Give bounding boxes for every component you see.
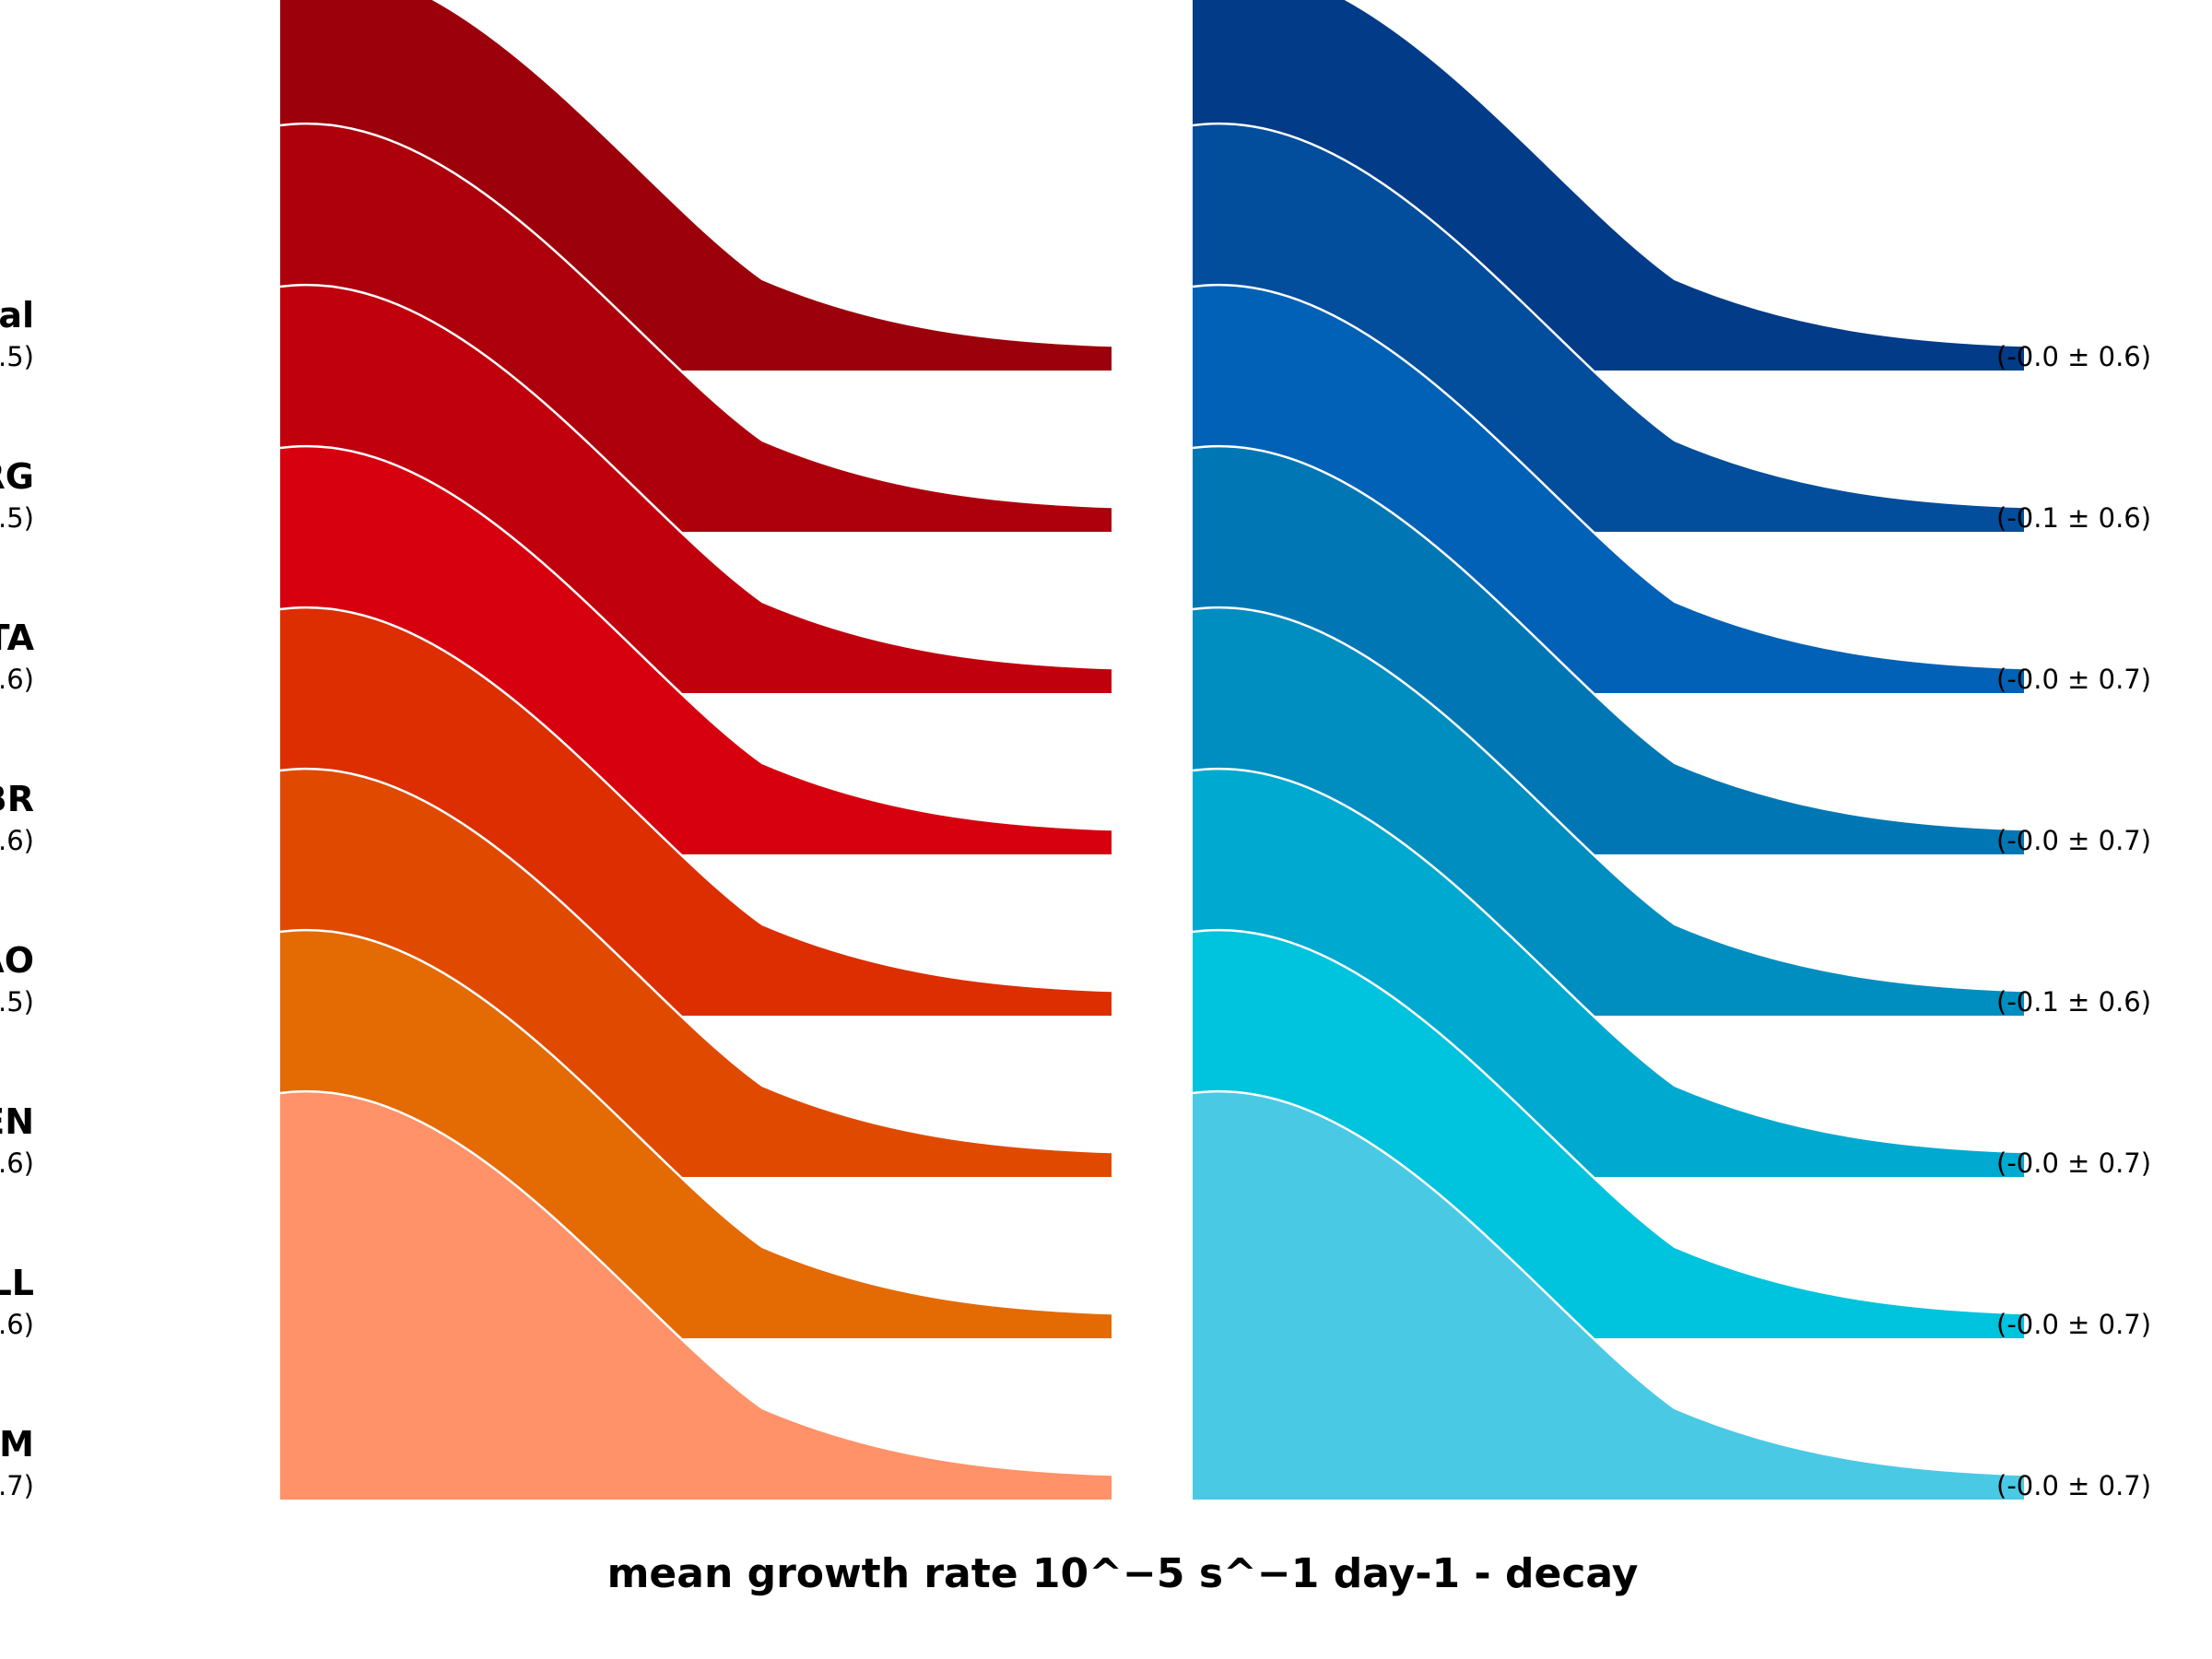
growth-stat-label-3: .6) xyxy=(0,825,34,856)
growth-ridge-edge-1 xyxy=(279,122,1112,509)
category-label-2: TA xyxy=(0,618,35,658)
decay-ridge-7 xyxy=(1193,1091,2024,1500)
growth-ridge-edge-0 xyxy=(431,0,1112,347)
growth-stat-label-4: .5) xyxy=(0,986,34,1018)
growth-ridge-edge-2 xyxy=(279,283,1112,670)
category-label-7: M xyxy=(0,1424,34,1465)
growth-ridge-edge-5 xyxy=(279,767,1112,1154)
decay-stat-label-5: (-0.0 ± 0.7) xyxy=(1996,1147,2151,1179)
growth-stat-label-2: .6) xyxy=(0,664,34,695)
growth-stat-label-5: .6) xyxy=(0,1147,34,1179)
x-axis-label: mean growth rate 10^−5 s^−1 day-1 - deca… xyxy=(607,1550,1639,1597)
growth-ridge-edge-6 xyxy=(279,928,1112,1315)
category-label-4: AO xyxy=(0,940,34,981)
growth-stat-label-1: .5) xyxy=(0,502,34,534)
decay-ridge-edge-1 xyxy=(1192,122,2025,509)
decay-ridge-edge-7 xyxy=(1192,1089,2025,1477)
category-label-0: al xyxy=(0,295,34,335)
category-label-1: RG xyxy=(0,456,34,497)
decay-stat-label-1: (-0.1 ± 0.6) xyxy=(1996,502,2151,534)
growth-ridge-7 xyxy=(280,1091,1112,1500)
decay-stat-label-4: (-0.1 ± 0.6) xyxy=(1996,986,2151,1018)
ridgeline-area xyxy=(279,0,2025,1500)
growth-ridge-edge-3 xyxy=(279,444,1112,831)
growth-stat-label-0: .5) xyxy=(0,341,34,372)
decay-ridge-edge-3 xyxy=(1192,444,2025,831)
category-label-3: BR xyxy=(0,779,34,819)
growth-ridge-edge-7 xyxy=(279,1089,1112,1477)
growth-stat-label-6: .6) xyxy=(0,1309,34,1340)
decay-stat-label-2: (-0.0 ± 0.7) xyxy=(1996,664,2151,695)
decay-ridge-edge-5 xyxy=(1192,767,2025,1154)
category-label-5: EN xyxy=(0,1101,34,1142)
decay-stat-label-0: (-0.0 ± 0.6) xyxy=(1996,341,2151,372)
category-label-6: LL xyxy=(0,1263,34,1303)
ridge-labels: al .5) RG .5) TA .6) BR .6) AO .5) EN .6) LL .6) M .7) (… xyxy=(0,295,2151,1501)
growth-ridge-edge-4 xyxy=(279,606,1112,993)
decay-stat-label-6: (-0.0 ± 0.7) xyxy=(1996,1309,2151,1340)
decay-stat-label-7: (-0.0 ± 0.7) xyxy=(1996,1470,2151,1501)
growth-stat-label-7: .7) xyxy=(0,1470,34,1501)
decay-stat-label-3: (-0.0 ± 0.7) xyxy=(1996,825,2151,856)
decay-ridge-edge-6 xyxy=(1192,928,2025,1315)
decay-ridge-edge-0 xyxy=(1344,0,2025,347)
decay-ridge-edge-2 xyxy=(1192,283,2025,670)
decay-ridge-edge-4 xyxy=(1192,606,2025,993)
